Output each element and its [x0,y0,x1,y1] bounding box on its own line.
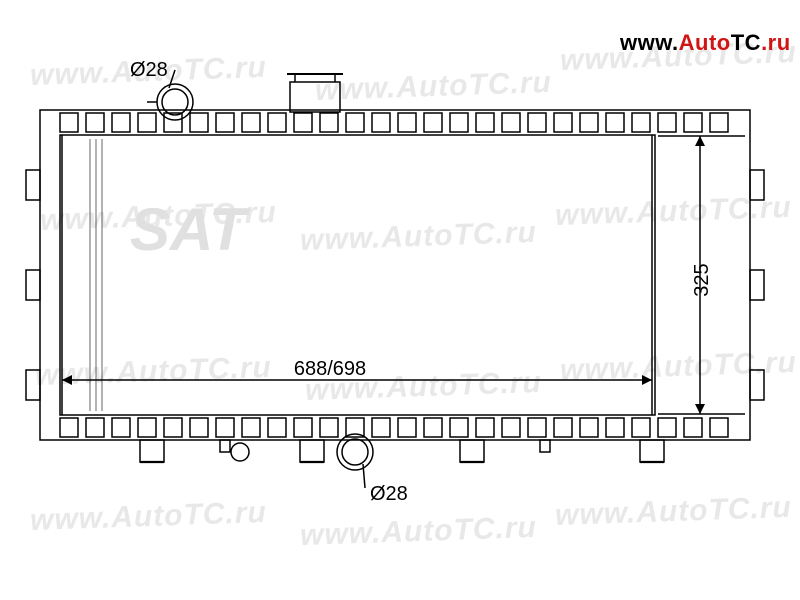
technical-drawing: SAT Ø28 Ø28 688/698 325 [0,0,800,600]
svg-text:Ø28: Ø28 [130,59,168,81]
svg-text:688/698: 688/698 [294,358,366,380]
diagram-stage: www.AutoTC.ruwww.AutoTC.ruwww.AutoTC.ruw… [0,0,800,600]
svg-text:Ø28: Ø28 [370,483,408,505]
svg-text:325: 325 [691,263,713,296]
svg-text:SAT: SAT [130,196,250,263]
